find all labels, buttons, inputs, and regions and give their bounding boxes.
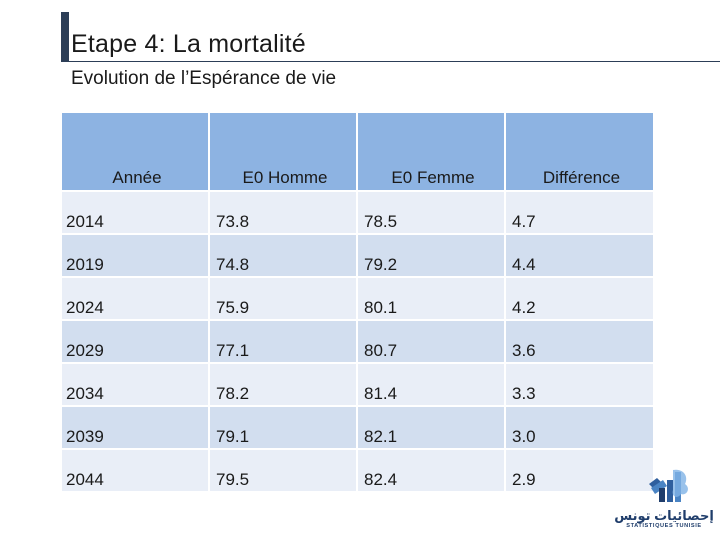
logo-subtitle: STATISTIQUES TUNISIE bbox=[626, 523, 702, 529]
table-header-row: Année E0 Homme E0 Femme Différence bbox=[60, 111, 655, 192]
table-row: 2039 79.1 82.1 3.0 bbox=[60, 405, 655, 450]
table-row: 2024 75.9 80.1 4.2 bbox=[60, 276, 655, 321]
cell-e0-femme: 79.2 bbox=[356, 233, 506, 278]
cell-year: 2044 bbox=[60, 448, 210, 493]
cell-year: 2039 bbox=[60, 405, 210, 450]
cell-difference: 2.9 bbox=[504, 448, 655, 493]
header-difference: Différence bbox=[504, 111, 655, 192]
cell-e0-homme: 79.1 bbox=[208, 405, 358, 450]
cell-difference: 4.2 bbox=[504, 276, 655, 321]
cell-year: 2014 bbox=[60, 190, 210, 235]
cell-difference: 3.0 bbox=[504, 405, 655, 450]
cell-difference: 3.3 bbox=[504, 362, 655, 407]
cell-year: 2019 bbox=[60, 233, 210, 278]
cell-e0-femme: 81.4 bbox=[356, 362, 506, 407]
cell-year: 2024 bbox=[60, 276, 210, 321]
cell-e0-femme: 82.4 bbox=[356, 448, 506, 493]
slide-subtitle: Evolution de l’Espérance de vie bbox=[71, 68, 337, 89]
cell-e0-homme: 79.5 bbox=[208, 448, 358, 493]
cell-e0-femme: 78.5 bbox=[356, 190, 506, 235]
table-row: 2019 74.8 79.2 4.4 bbox=[60, 233, 655, 278]
header-e0-homme: E0 Homme bbox=[208, 111, 358, 192]
title-underline bbox=[69, 61, 720, 62]
life-expectancy-table: Année E0 Homme E0 Femme Différence 2014 … bbox=[60, 111, 655, 493]
cell-e0-femme: 82.1 bbox=[356, 405, 506, 450]
cell-difference: 4.4 bbox=[504, 233, 655, 278]
cell-difference: 3.6 bbox=[504, 319, 655, 364]
table-row: 2044 79.5 82.4 2.9 bbox=[60, 448, 655, 493]
table-row: 2029 77.1 80.7 3.6 bbox=[60, 319, 655, 364]
table-row: 2014 73.8 78.5 4.7 bbox=[60, 190, 655, 235]
cell-e0-homme: 75.9 bbox=[208, 276, 358, 321]
logo-arabic-text: إحصائيات تونس bbox=[614, 508, 714, 523]
header-annee: Année bbox=[60, 111, 210, 192]
cell-e0-femme: 80.7 bbox=[356, 319, 506, 364]
cell-year: 2029 bbox=[60, 319, 210, 364]
cell-e0-femme: 80.1 bbox=[356, 276, 506, 321]
title-accent-bar bbox=[61, 12, 69, 62]
cell-difference: 4.7 bbox=[504, 190, 655, 235]
cell-e0-homme: 77.1 bbox=[208, 319, 358, 364]
cell-e0-homme: 73.8 bbox=[208, 190, 358, 235]
cell-year: 2034 bbox=[60, 362, 210, 407]
header-e0-femme: E0 Femme bbox=[356, 111, 506, 192]
cell-e0-homme: 74.8 bbox=[208, 233, 358, 278]
slide-title: Etape 4: La mortalité bbox=[71, 30, 306, 58]
table-row: 2034 78.2 81.4 3.3 bbox=[60, 362, 655, 407]
statistiques-tunisie-logo-icon bbox=[649, 469, 688, 502]
cell-e0-homme: 78.2 bbox=[208, 362, 358, 407]
